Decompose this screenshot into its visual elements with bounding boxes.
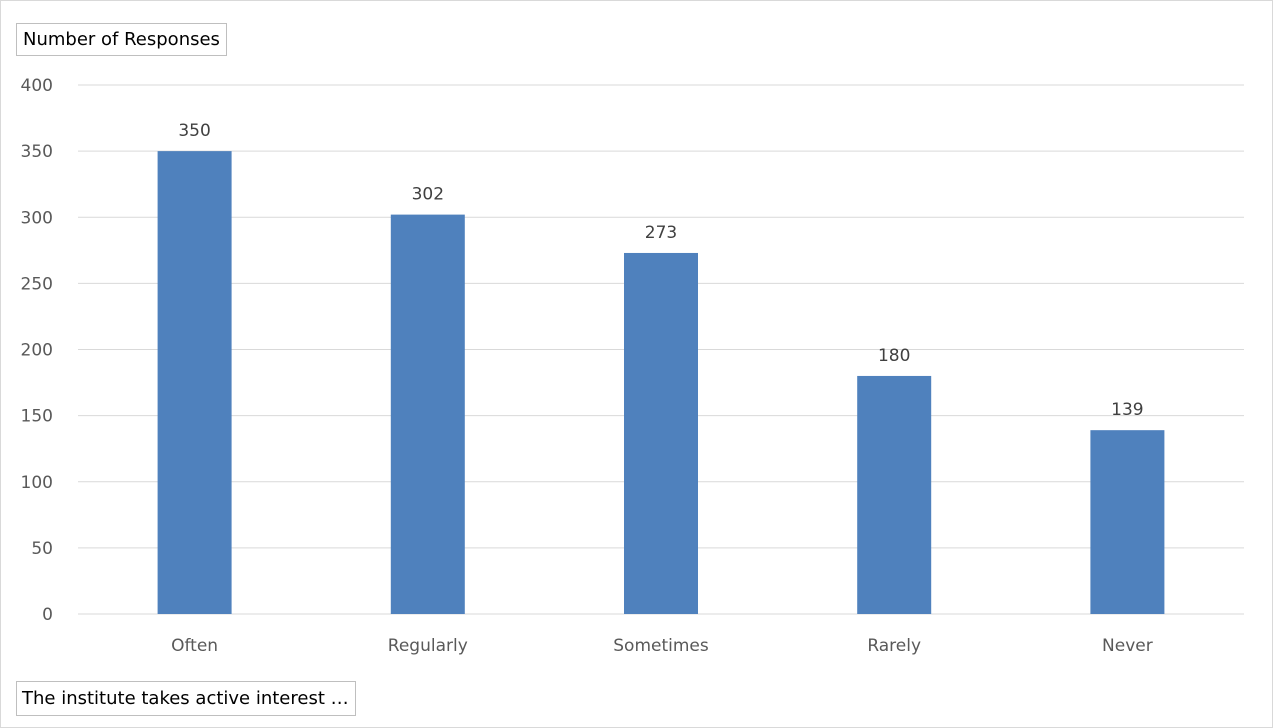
y-tick-label: 250 (21, 274, 53, 294)
x-tick-label: Often (171, 636, 218, 656)
y-tick-label: 350 (21, 142, 53, 162)
bar-rarely (857, 375, 932, 614)
data-label: 139 (1111, 400, 1143, 420)
bar-regularly (390, 214, 465, 615)
y-tick-label: 0 (42, 605, 53, 625)
y-axis-ticks: 0 50 100 150 200 250 300 350 400 (21, 76, 53, 625)
y-tick-label: 150 (21, 407, 53, 427)
y-tick-label: 50 (31, 539, 53, 559)
data-label: 350 (178, 121, 210, 141)
x-axis-ticks: Often Regularly Sometimes Rarely Never (171, 636, 1153, 656)
y-tick-label: 400 (21, 76, 53, 96)
bar-often (157, 151, 232, 614)
y-tick-label: 300 (21, 208, 53, 228)
x-tick-label: Rarely (867, 636, 921, 656)
y-tick-label: 200 (21, 341, 53, 361)
x-tick-label: Regularly (388, 636, 468, 656)
x-tick-label: Never (1102, 636, 1153, 656)
x-tick-label: Sometimes (613, 636, 709, 656)
bars (157, 151, 1165, 615)
data-labels: 350 302 273 180 139 (178, 121, 1143, 420)
data-label: 273 (645, 223, 677, 243)
bar-sometimes (624, 252, 698, 614)
x-axis-title: The institute takes active interest … (16, 681, 356, 716)
data-label: 302 (412, 185, 444, 205)
bar-never (1090, 430, 1165, 614)
y-axis-title: Number of Responses (16, 23, 227, 56)
y-tick-label: 100 (21, 473, 53, 493)
data-label: 180 (878, 346, 910, 366)
